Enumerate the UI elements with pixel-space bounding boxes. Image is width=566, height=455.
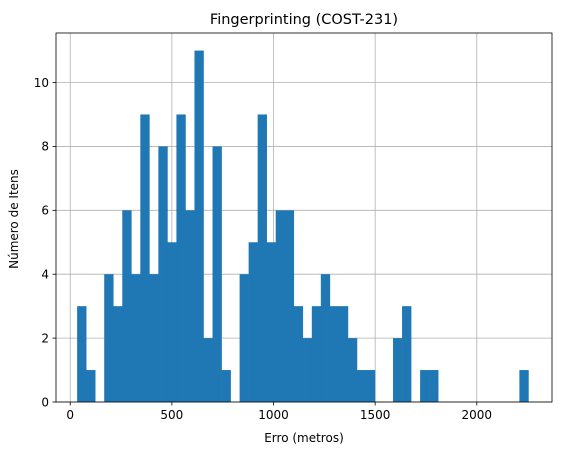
histogram-bar	[86, 370, 96, 402]
histogram-bar	[402, 306, 412, 402]
histogram-bar	[149, 274, 159, 402]
histogram-bar	[284, 210, 295, 402]
histogram-bar	[203, 338, 213, 402]
histogram-bar	[519, 370, 529, 402]
histogram-bar	[420, 370, 430, 402]
y-tick-label: 2	[41, 331, 49, 345]
x-axis-label: Erro (metros)	[264, 431, 344, 445]
plot-frame	[55, 32, 553, 403]
histogram-bar	[113, 306, 123, 402]
histogram-bar	[293, 306, 304, 402]
histogram-bar	[77, 306, 87, 402]
histogram-bar	[257, 114, 267, 402]
chart-title: Fingerprinting (COST-231)	[210, 12, 398, 28]
histogram-bars	[77, 50, 529, 402]
y-tick-label: 4	[41, 268, 49, 282]
histogram-bar	[302, 338, 313, 402]
histogram-bar	[393, 338, 403, 402]
y-tick-label: 0	[41, 395, 49, 409]
histogram-bar	[176, 114, 186, 402]
x-tick-label: 500	[160, 408, 183, 422]
histogram-bar	[347, 338, 358, 402]
histogram-bar	[429, 370, 439, 402]
histogram-bar	[131, 274, 141, 402]
x-tick-label: 1500	[360, 408, 391, 422]
histogram-bar	[194, 50, 204, 402]
axes-frame	[55, 32, 553, 403]
y-tick-label: 10	[34, 76, 49, 90]
histogram-bar	[320, 274, 331, 402]
histogram-bar	[104, 274, 114, 402]
histogram-bar	[329, 306, 340, 402]
histogram-bar	[158, 146, 168, 402]
histogram-bar	[365, 370, 376, 402]
y-axis-label: Número de Itens	[7, 169, 21, 269]
y-tick-label: 6	[41, 204, 49, 218]
x-tick-label: 0	[66, 408, 74, 422]
histogram-bar	[185, 210, 195, 402]
histogram-bar	[356, 370, 367, 402]
histogram-bar	[266, 242, 277, 402]
histogram-bar	[122, 210, 132, 402]
histogram-bar	[140, 114, 150, 402]
x-axis-ticks: 0 500 1000 1500 2000	[66, 402, 492, 422]
x-tick-label: 1000	[258, 408, 289, 422]
y-tick-label: 8	[41, 140, 49, 154]
histogram-bar	[248, 242, 258, 402]
histogram-bar	[275, 210, 286, 402]
histogram-bar	[338, 306, 349, 402]
histogram-bar	[311, 306, 322, 402]
histogram-bar	[239, 274, 249, 402]
histogram-bar	[221, 370, 231, 402]
histogram-bar	[212, 146, 222, 402]
histogram-bar	[167, 242, 177, 402]
y-axis-ticks: 0 2 4 6 8 10	[34, 76, 56, 409]
x-tick-label: 2000	[462, 408, 493, 422]
